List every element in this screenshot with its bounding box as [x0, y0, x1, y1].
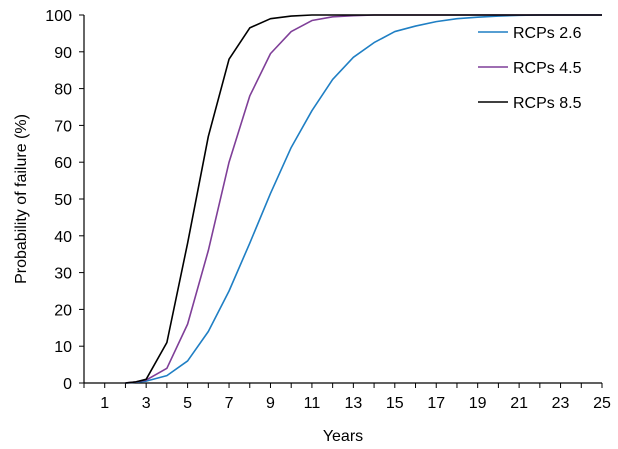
y-tick-label: 20 [54, 302, 72, 319]
y-tick-label: 0 [63, 376, 72, 393]
x-tick-label: 5 [183, 395, 192, 412]
x-tick-label: 23 [552, 395, 570, 412]
x-axis-ticks: 1 3 5 7 9 11 13 15 17 19 21 23 25 [83, 383, 611, 412]
y-tick-label: 50 [54, 192, 72, 209]
y-tick-label: 30 [54, 266, 72, 283]
y-tick-label: 10 [54, 339, 72, 356]
legend-label-rcps-8-5: RCPs 8.5 [513, 95, 582, 112]
x-axis-title: Years [323, 428, 363, 445]
x-tick-label: 21 [510, 395, 528, 412]
x-tick-label: 13 [344, 395, 362, 412]
y-tick-label: 90 [54, 45, 72, 62]
y-tick-label: 40 [54, 229, 72, 246]
series-line-rcps-8-5 [125, 14, 602, 384]
x-tick-label: 15 [386, 395, 404, 412]
y-tick-label: 100 [45, 8, 72, 25]
x-tick-label: 19 [469, 395, 487, 412]
legend-label-rcps-2-6: RCPs 2.6 [513, 25, 582, 42]
x-tick-label: 9 [266, 395, 275, 412]
x-tick-label: 7 [225, 395, 234, 412]
legend: RCPs 2.6 RCPs 4.5 RCPs 8.5 [478, 25, 582, 112]
series-lines [125, 14, 602, 384]
x-tick-label: 3 [142, 395, 151, 412]
y-tick-label: 80 [54, 82, 72, 99]
legend-label-rcps-4-5: RCPs 4.5 [513, 60, 582, 77]
x-tick-label: 1 [100, 395, 109, 412]
y-tick-label: 70 [54, 118, 72, 135]
x-tick-label: 17 [427, 395, 445, 412]
plot-area: 1 3 5 7 9 11 13 15 17 19 21 23 25 010203040506070809… [45, 8, 611, 412]
x-tick-label: 11 [304, 395, 321, 412]
x-tick-label: 25 [593, 395, 611, 412]
y-axis-title: Probability of failure (%) [13, 114, 30, 284]
y-axis-ticks: 0 10 20 30 40 50 60 70 80 90 100 [45, 8, 84, 393]
y-tick-label: 60 [54, 155, 72, 172]
